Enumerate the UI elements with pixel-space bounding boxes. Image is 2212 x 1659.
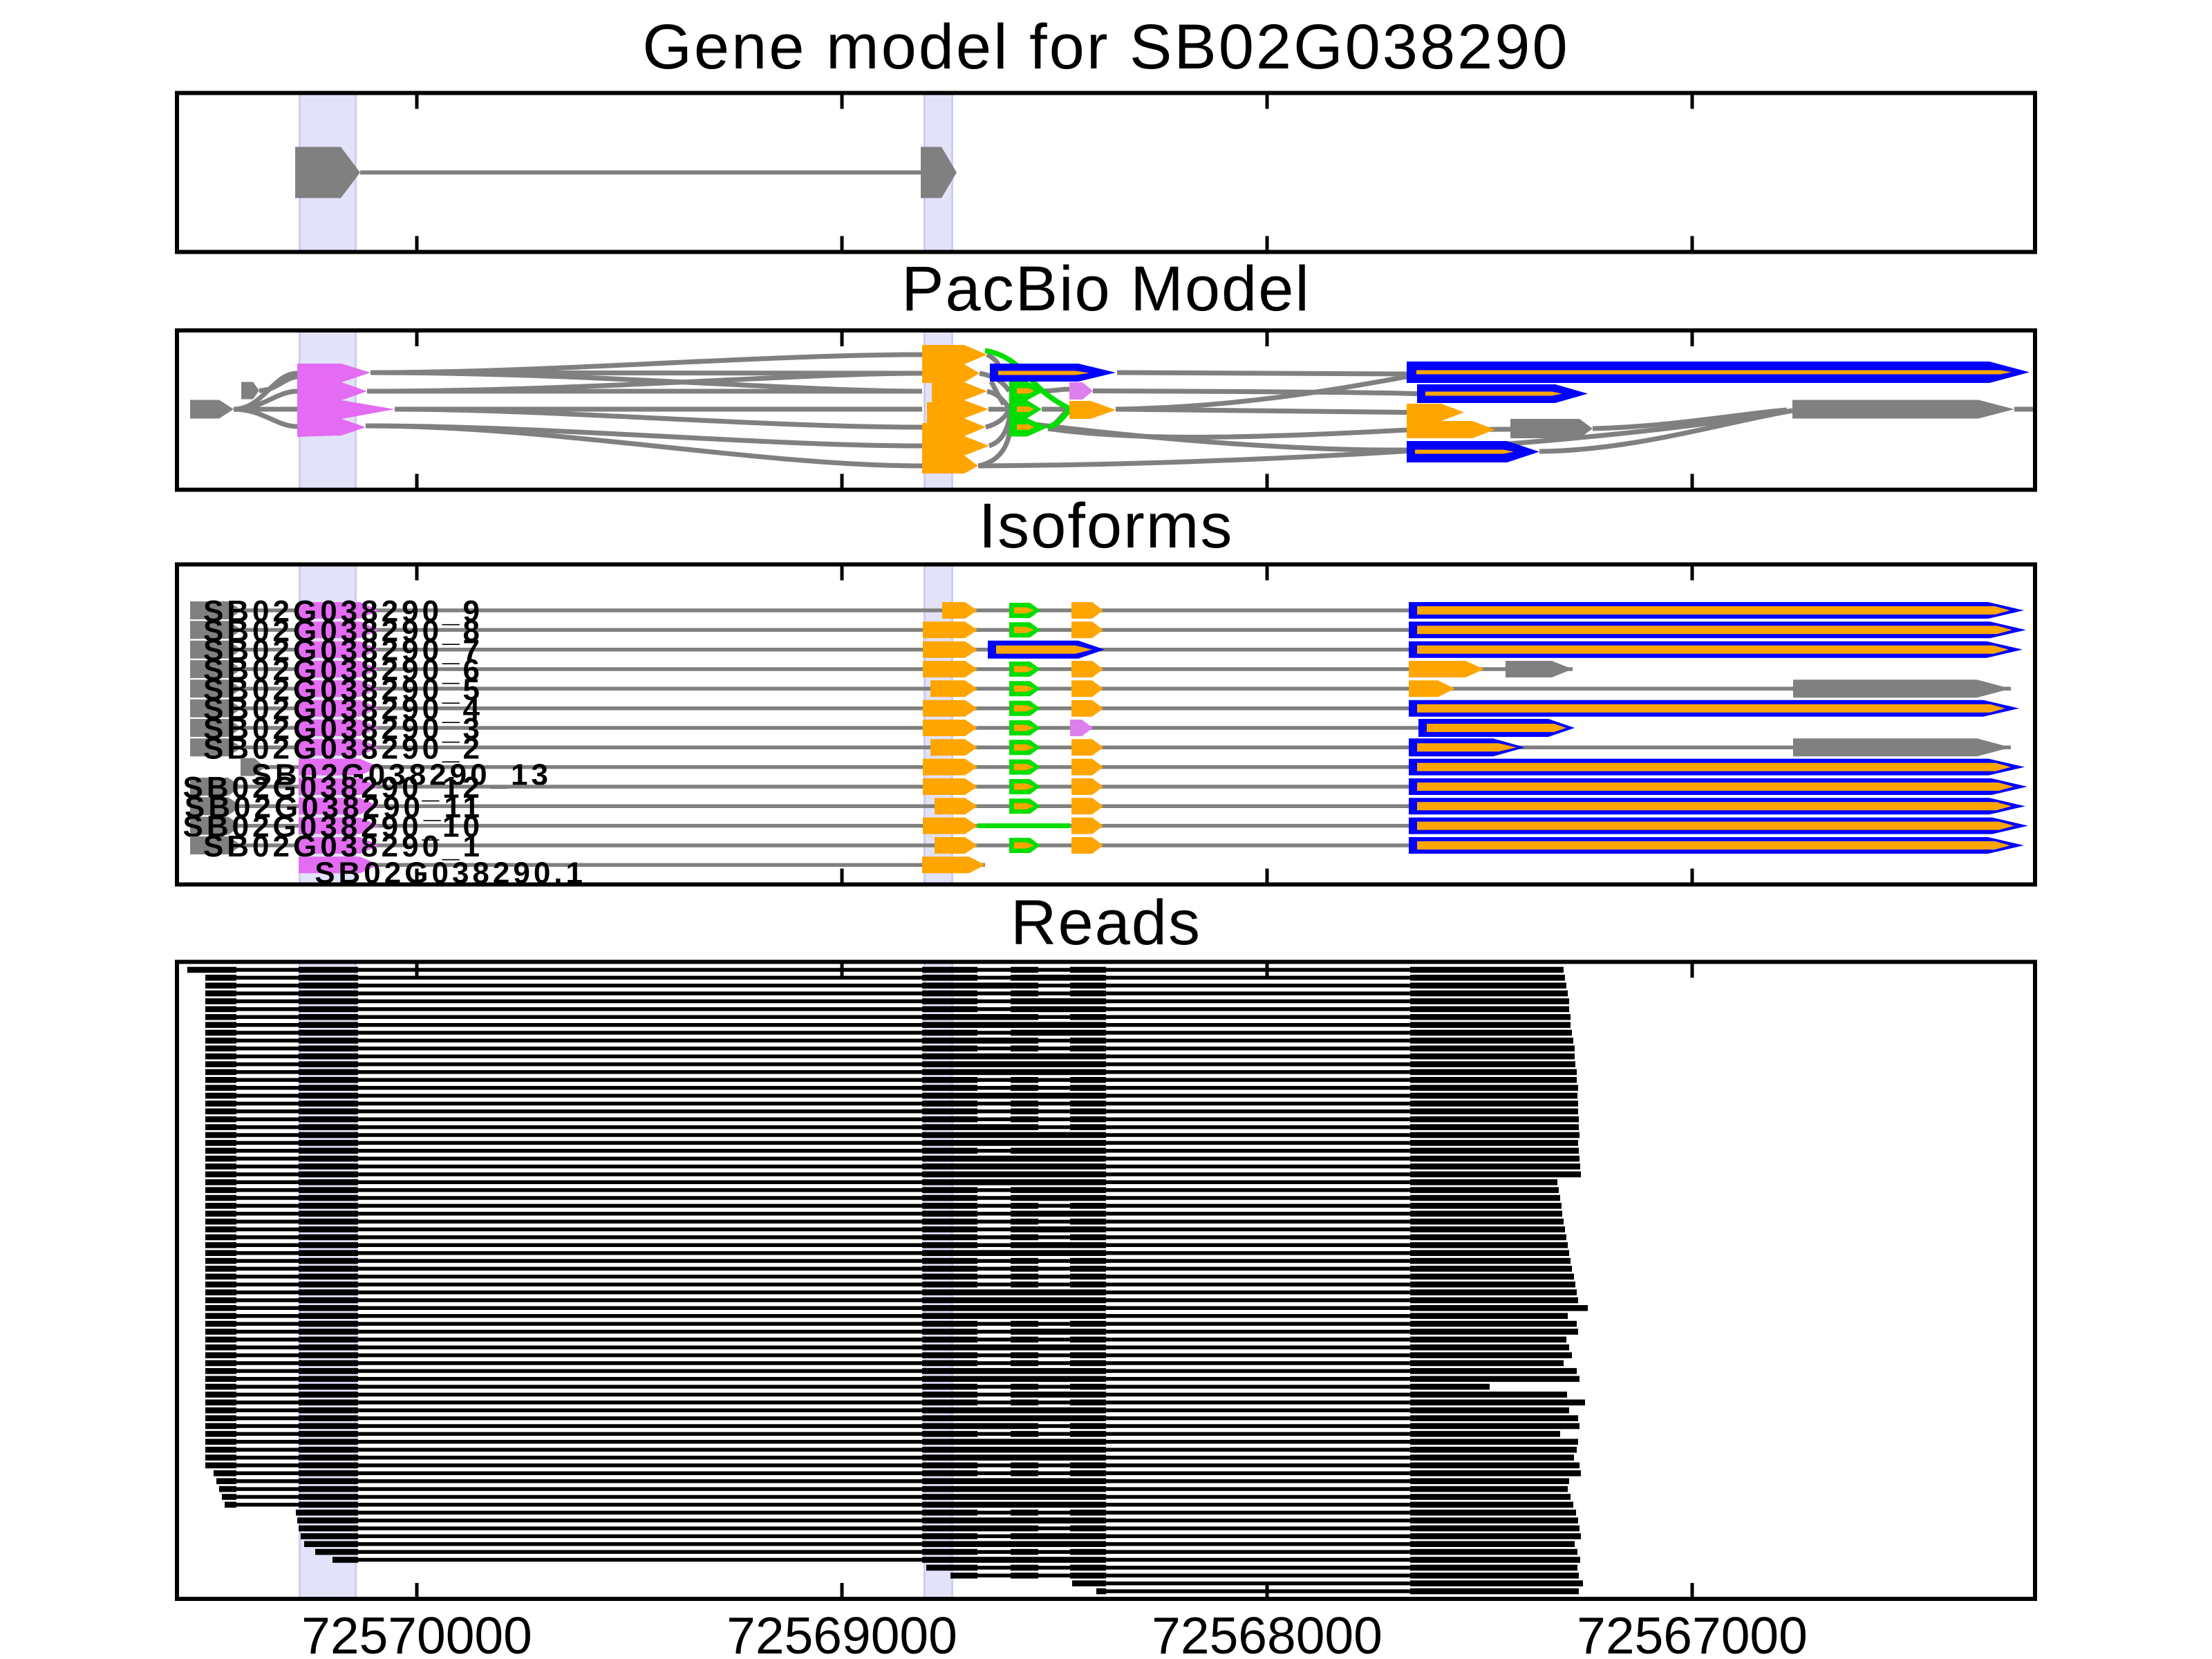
svg-text:PacBio Model: PacBio Model xyxy=(901,254,1311,324)
svg-text:Isoforms: Isoforms xyxy=(979,491,1234,561)
svg-text:Gene model for SB02G038290: Gene model for SB02G038290 xyxy=(642,12,1569,82)
svg-text:72570000: 72570000 xyxy=(301,1606,532,1659)
svg-text:72568000: 72568000 xyxy=(1152,1606,1382,1659)
svg-text:Reads: Reads xyxy=(1011,888,1201,958)
svg-text:72567000: 72567000 xyxy=(1577,1606,1808,1659)
svg-text:72569000: 72569000 xyxy=(727,1606,957,1659)
